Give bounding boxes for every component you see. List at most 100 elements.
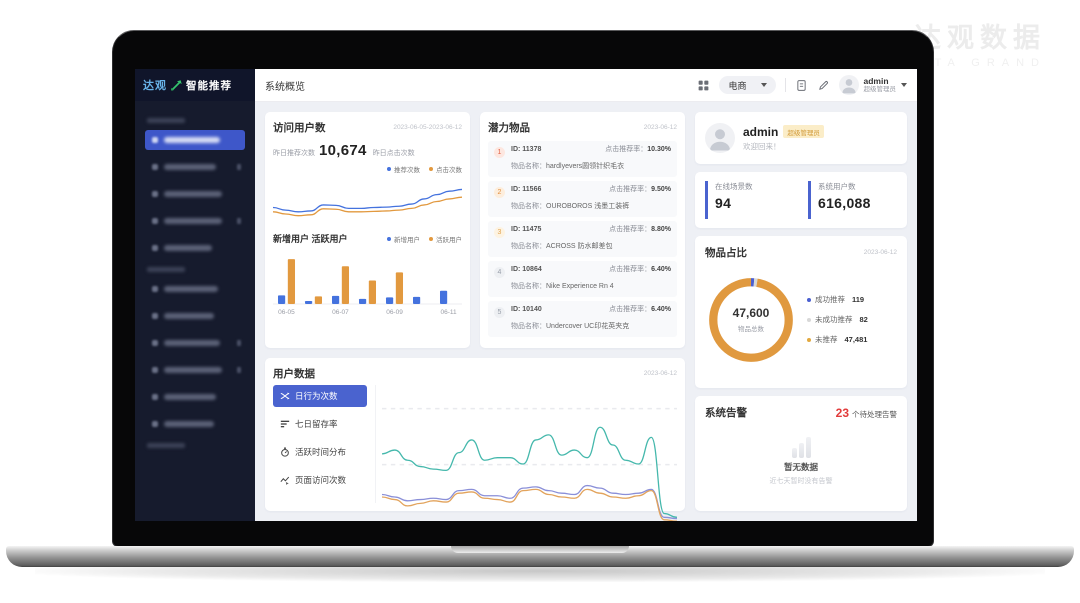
sidebar-item-label-blurred (164, 340, 220, 346)
tab-active-time-distribution[interactable]: 活跃时间分布 (273, 441, 367, 463)
rank-badge: 2 (494, 187, 505, 198)
admin-name: admin (743, 124, 779, 139)
list-item[interactable]: 2 ID: 11566 点击推荐率：9.50% 物品名称：OUROBOROS 浅墨… (488, 181, 677, 217)
admin-profile-card: admin 超级管理员 欢迎回来！ (695, 112, 907, 164)
sidebar-item[interactable] (145, 279, 245, 299)
online-scenes-value: 94 (715, 195, 732, 211)
sidebar-item[interactable] (145, 157, 245, 177)
visits-legend: 推荐次数 点击次数 (273, 164, 462, 174)
item-id: ID: 11378 (511, 146, 542, 153)
sidebar-item-active[interactable] (145, 130, 245, 150)
user-data-date: 2023-06-12 (643, 370, 677, 377)
visits-line-chart (273, 176, 462, 226)
person-icon (841, 79, 856, 94)
stat1-label: 昨日推荐次数 (273, 150, 315, 157)
item-id: ID: 10140 (511, 306, 542, 313)
stat2-label: 昨日点击次数 (372, 150, 415, 157)
laptop-lid-notch (451, 546, 629, 553)
legend-dot (807, 297, 811, 302)
item-name: Undercover UC印花英夹克 (546, 323, 630, 330)
user-data-card: 用户数据 2023-06-12 日行为次数 (265, 358, 685, 511)
alerts-pending-label: 个待处理告警 (852, 409, 897, 419)
axis-tick-label: 06-11 (440, 309, 457, 316)
potential-card-title: 潜力物品 (488, 122, 530, 134)
users-bar-title: 新增用户 活跃用户 (273, 234, 348, 244)
topbar-user-role: 超级管理员 (863, 85, 897, 93)
item-rate: 8.80% (651, 226, 671, 233)
sidebar-section-label (147, 118, 185, 123)
sidebar-item-label-blurred (164, 218, 222, 224)
role-badge: 超级管理员 (783, 125, 824, 138)
users-bar-x-axis: 06-05 06-07 06-09 06-11 (273, 308, 462, 318)
item-name: hardlyevers圆领针织毛衣 (546, 163, 625, 170)
document-icon[interactable] (795, 79, 808, 92)
sidebar-item[interactable] (145, 211, 245, 231)
item-name: ACROSS 防水邮差包 (546, 243, 613, 250)
daily-behavior-chart (382, 385, 677, 521)
legend-dot (429, 167, 433, 171)
brand-watermark: 达观数据 DATA GRAND (906, 16, 1046, 69)
tab-seven-day-retention[interactable]: 七日留存率 (273, 413, 367, 435)
sidebar-item-label-blurred (164, 394, 216, 400)
main-area: 系统概览 电商 (255, 69, 917, 521)
tab-page-visits[interactable]: 页面访问次数 (273, 469, 367, 491)
proportion-title: 物品占比 (705, 247, 747, 259)
sidebar: 达观 智能推荐 (135, 69, 255, 521)
sidebar-item[interactable] (145, 238, 245, 258)
scene-select-value: 电商 (728, 80, 747, 91)
donut-chart (705, 274, 797, 366)
sidebar-item[interactable] (145, 387, 245, 407)
item-rate: 6.40% (651, 306, 671, 313)
visit-card-date-range: 2023-06-05-2023-06-12 (393, 124, 462, 131)
sidebar-section-label (147, 443, 185, 448)
sidebar-item-icon (152, 218, 158, 224)
sidebar-item[interactable] (145, 184, 245, 204)
item-name: Nike Experience Rn 4 (546, 283, 614, 290)
legend-dot (387, 167, 391, 171)
sidebar-item[interactable] (145, 306, 245, 326)
list-item[interactable]: 3 ID: 11475 点击推荐率：8.80% 物品名称：ACROSS 防水邮差包 (488, 221, 677, 257)
empty-data-icon (791, 436, 811, 458)
sidebar-item[interactable] (145, 360, 245, 380)
topbar: 系统概览 电商 (255, 69, 917, 102)
list-item[interactable]: 1 ID: 11378 点击推荐率：10.30% 物品名称：hardlyevers… (488, 141, 677, 177)
sidebar-item-label-blurred (164, 191, 222, 197)
item-rate: 6.40% (651, 266, 671, 273)
item-proportion-card: 物品占比 2023-06-12 47,600 物品总数 (695, 236, 907, 388)
rocket-icon (171, 79, 182, 90)
legend-dot (807, 317, 811, 322)
item-name: OUROBOROS 浅墨工装裤 (546, 203, 630, 210)
user-menu[interactable]: admin 超级管理员 (838, 75, 907, 95)
rank-badge: 3 (494, 227, 505, 238)
tab-daily-behavior[interactable]: 日行为次数 (273, 385, 367, 407)
apps-grid-icon[interactable] (697, 79, 710, 92)
chevron-down-icon (901, 83, 907, 87)
pen-icon[interactable] (817, 79, 830, 92)
sidebar-item-icon (152, 421, 158, 427)
sidebar-item-icon (152, 137, 158, 143)
rank-badge: 4 (494, 267, 505, 278)
sidebar-nav (135, 101, 255, 463)
scene-select-dropdown[interactable]: 电商 (719, 76, 776, 94)
topbar-user-name: admin (863, 75, 889, 86)
chevron-right-icon (237, 367, 241, 373)
system-users-stat: 系统用户数 616,088 (808, 181, 897, 219)
alerts-title: 系统告警 (705, 407, 747, 419)
watermark-en: DATA GRAND (906, 57, 1046, 69)
sidebar-item-icon (152, 313, 158, 319)
potential-items-card: 潜力物品 2023-06-12 1 ID: 11378 点击推荐率：10.30% … (480, 112, 685, 348)
filter-bars-icon (280, 420, 290, 428)
sidebar-section-label (147, 267, 185, 272)
legend-dot (429, 236, 433, 241)
sidebar-item[interactable] (145, 414, 245, 434)
laptop-screen-bezel: 达观 智能推荐 (112, 30, 934, 547)
proportion-date: 2023-06-12 (863, 249, 897, 256)
list-item[interactable]: 5 ID: 10140 点击推荐率：6.40% 物品名称：Undercover U… (488, 301, 677, 337)
welcome-text: 欢迎回来！ (743, 141, 781, 151)
chevron-right-icon (237, 164, 241, 170)
list-item[interactable]: 4 ID: 10864 点击推荐率：6.40% 物品名称：Nike Experie… (488, 261, 677, 297)
sidebar-item[interactable] (145, 333, 245, 353)
rank-badge: 5 (494, 307, 505, 318)
item-id: ID: 10864 (511, 266, 542, 273)
